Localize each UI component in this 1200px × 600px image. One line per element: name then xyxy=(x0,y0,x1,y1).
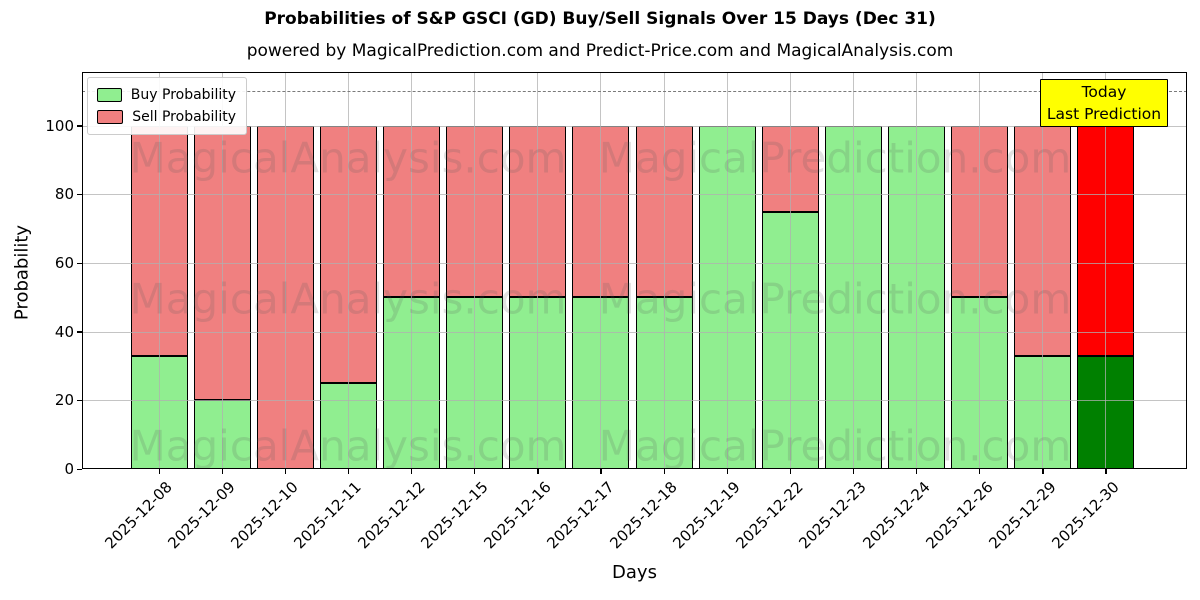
vertical-gridline xyxy=(852,72,854,469)
x-tick-mark xyxy=(726,469,728,474)
x-tick-mark xyxy=(411,469,413,474)
watermark-text: MagicalAnalysis.com xyxy=(129,421,567,471)
legend-row-sell: Sell Probability xyxy=(97,106,236,128)
y-tick-mark xyxy=(77,331,82,333)
watermark-text: MagicalPrediction.com xyxy=(598,421,1072,471)
legend: Buy Probability Sell Probability xyxy=(87,77,247,135)
y-tick-mark xyxy=(77,399,82,402)
horizontal-gridline xyxy=(82,263,1187,265)
vertical-gridline xyxy=(284,72,286,469)
y-tick-label-60: 60 xyxy=(54,254,74,273)
x-tick-mark xyxy=(852,469,855,474)
y-tick-mark xyxy=(77,193,82,196)
annotation-line-1: Today xyxy=(1081,83,1127,101)
x-tick-mark xyxy=(474,469,476,474)
vertical-gridline xyxy=(1105,72,1107,469)
watermark-text: MagicalPrediction.com xyxy=(598,133,1072,183)
vertical-gridline xyxy=(916,72,918,469)
chart-title: Probabilities of S&P GSCI (GD) Buy/Sell … xyxy=(264,9,936,29)
x-tick-mark xyxy=(537,469,539,474)
buy-color-swatch xyxy=(97,88,122,102)
watermark-text: MagicalPrediction.com xyxy=(598,274,1072,324)
vertical-gridline xyxy=(347,72,349,469)
vertical-gridline xyxy=(1042,72,1044,469)
legend-row-buy: Buy Probability xyxy=(97,84,236,106)
x-tick-mark xyxy=(916,469,918,474)
sell-color-swatch xyxy=(97,110,124,124)
x-axis-label: Days xyxy=(612,562,657,583)
watermark-text: MagicalAnalysis.com xyxy=(129,274,567,324)
today-annotation-box: Today Last Prediction xyxy=(1040,79,1168,127)
horizontal-gridline xyxy=(82,331,1187,333)
x-tick-mark xyxy=(284,469,287,474)
x-tick-mark xyxy=(1042,469,1044,474)
y-tick-mark xyxy=(77,125,82,127)
horizontal-gridline xyxy=(82,194,1187,196)
watermark-text: MagicalAnalysis.com xyxy=(129,133,567,183)
vertical-gridline xyxy=(663,72,665,469)
vertical-gridline xyxy=(979,72,981,469)
vertical-gridline xyxy=(726,72,728,469)
x-tick-mark xyxy=(979,469,981,474)
y-axis-label: Probability xyxy=(11,224,33,321)
vertical-gridline xyxy=(474,72,476,469)
horizontal-gridline xyxy=(82,125,1187,127)
vertical-gridline xyxy=(411,72,413,469)
y-tick-label-40: 40 xyxy=(54,322,74,341)
chart-subtitle: powered by MagicalPrediction.com and Pre… xyxy=(246,41,954,61)
y-tick-label-0: 0 xyxy=(64,460,74,478)
vertical-gridline xyxy=(537,72,539,469)
legend-label-sell: Sell Probability xyxy=(132,109,236,125)
horizontal-gridline xyxy=(82,400,1187,402)
y-tick-mark xyxy=(77,468,82,470)
x-tick-mark xyxy=(1105,469,1107,474)
dashed-threshold-line xyxy=(82,90,1187,92)
vertical-gridline xyxy=(789,72,791,469)
x-tick-mark xyxy=(221,469,223,474)
x-tick-mark xyxy=(600,469,602,474)
vertical-gridline xyxy=(158,72,160,469)
y-tick-mark xyxy=(77,262,82,264)
y-tick-label-80: 80 xyxy=(54,185,74,204)
x-tick-mark xyxy=(663,469,665,474)
x-tick-mark xyxy=(158,469,160,474)
vertical-gridline xyxy=(600,72,602,469)
legend-label-buy: Buy Probability xyxy=(130,87,236,103)
y-tick-label-100: 100 xyxy=(45,116,74,135)
y-tick-label-20: 20 xyxy=(54,391,74,410)
x-tick-mark xyxy=(789,469,792,474)
annotation-line-2: Last Prediction xyxy=(1046,105,1162,123)
vertical-gridline xyxy=(221,72,223,469)
x-tick-mark xyxy=(347,469,350,474)
